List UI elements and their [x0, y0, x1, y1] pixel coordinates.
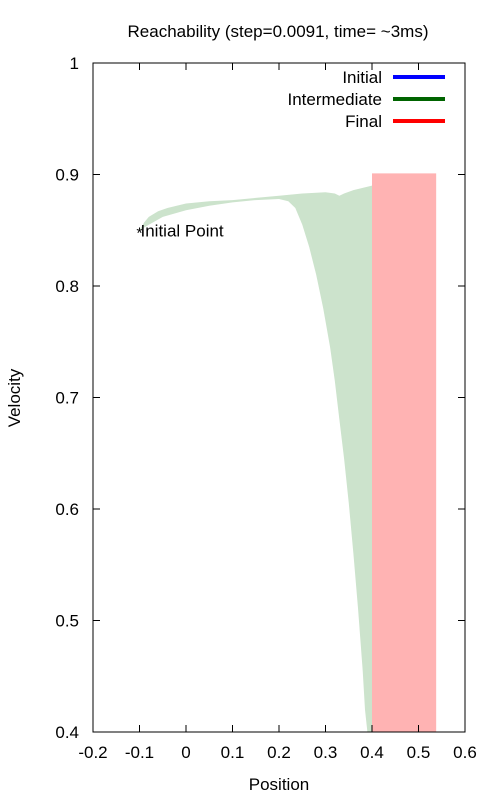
y-tick-label: 0.7 [55, 389, 79, 408]
y-tick-label: 1 [70, 54, 79, 73]
plot-area: -0.2 -0.1 0 0.1 0.2 0.3 0.4 0.5 0.6 0.4 0.5 0.6 0.7… [55, 54, 476, 762]
initial-point-label: Initial Point [141, 221, 224, 240]
x-tick-label: 0.4 [360, 743, 384, 762]
y-ticks: 0.4 0.5 0.6 0.7 0.8 0.9 1 [55, 54, 465, 742]
legend: Initial Intermediate Final [288, 68, 445, 131]
x-tick-label: 0.2 [267, 743, 291, 762]
y-tick-label: 0.4 [55, 723, 79, 742]
y-tick-label: 0.8 [55, 277, 79, 296]
legend-label: Final [345, 112, 382, 131]
legend-label: Intermediate [288, 90, 383, 109]
y-tick-label: 0.6 [55, 500, 79, 519]
initial-point: * Initial Point [136, 221, 224, 242]
x-tick-label: -0.2 [78, 743, 107, 762]
final-region-area [372, 173, 437, 732]
x-tick-label: 0 [181, 743, 190, 762]
chart-title: Reachability (step=0.0091, time= ~3ms) [128, 22, 429, 41]
x-axis-label: Position [249, 775, 309, 794]
x-tick-label: -0.1 [125, 743, 154, 762]
initial-point-marker: * [136, 225, 142, 242]
y-tick-label: 0.5 [55, 612, 79, 631]
x-tick-label: 0.6 [453, 743, 477, 762]
intermediate-region-area [139, 185, 372, 733]
y-tick-label: 0.9 [55, 166, 79, 185]
x-ticks: -0.2 -0.1 0 0.1 0.2 0.3 0.4 0.5 0.6 [78, 63, 477, 762]
x-tick-label: 0.1 [221, 743, 245, 762]
intermediate-region [139, 185, 372, 733]
x-tick-label: 0.3 [314, 743, 338, 762]
legend-label: Initial [342, 68, 382, 87]
x-tick-label: 0.5 [407, 743, 431, 762]
y-axis-label: Velocity [5, 368, 24, 427]
